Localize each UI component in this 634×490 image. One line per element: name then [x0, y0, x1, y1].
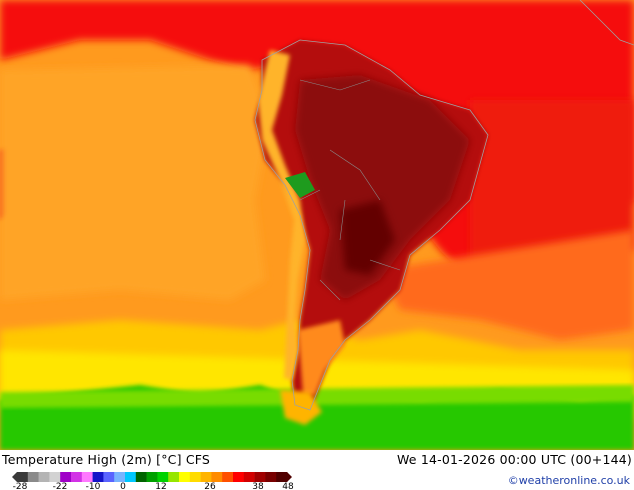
legend-swatch — [71, 472, 83, 482]
map-title: Temperature High (2m) [°C] CFS — [2, 452, 211, 467]
east-ocean-warm — [470, 100, 634, 260]
legend-tick-label: 12 — [155, 482, 167, 490]
map-footer: Temperature High (2m) [°C] CFS We 14-01-… — [0, 450, 634, 490]
legend-swatch — [17, 472, 29, 482]
north-america-coast — [579, 0, 634, 46]
color-legend — [12, 472, 292, 482]
south-atlantic-orange — [380, 230, 634, 340]
coastline — [254, 39, 489, 411]
tierra-del-fuego — [280, 390, 322, 425]
legend-swatch — [135, 472, 147, 482]
chaco-hot-core — [340, 200, 395, 275]
country-borders — [299, 79, 401, 301]
legend-swatch — [114, 472, 126, 482]
legend-tick-label: -28 — [12, 482, 28, 490]
legend-swatch — [200, 472, 212, 482]
legend-swatch — [265, 472, 277, 482]
legend-swatch — [103, 472, 115, 482]
legend-swatch — [276, 472, 288, 482]
legend-arrow-left — [12, 472, 17, 482]
legend-swatch — [189, 472, 201, 482]
map-datetime: We 14-01-2026 00:00 UTC (00+144) — [396, 452, 632, 467]
pacific-orange-zone — [0, 65, 270, 300]
legend-swatch — [49, 472, 61, 482]
temperature-map — [0, 0, 634, 450]
legend-swatch — [38, 472, 50, 482]
legend-swatch — [179, 472, 191, 482]
legend-tick-label: 0 — [120, 482, 126, 490]
legend-arrow-right — [287, 472, 292, 482]
legend-tick-label: -22 — [52, 482, 68, 490]
legend-swatch — [168, 472, 180, 482]
legend-swatch — [243, 472, 255, 482]
legend-tick-label: 26 — [204, 482, 216, 490]
legend-swatch — [233, 472, 245, 482]
legend-swatch — [92, 472, 104, 482]
legend-tick-label: 48 — [282, 482, 294, 490]
southern-lightgreen-band — [0, 385, 634, 408]
legend-tick-label: -10 — [85, 482, 101, 490]
andes-cool-strip — [258, 50, 305, 380]
legend-swatch — [60, 472, 72, 482]
legend-swatch — [211, 472, 223, 482]
interior-hot-zone — [295, 75, 470, 300]
legend-swatch — [81, 472, 93, 482]
legend-swatch — [222, 472, 234, 482]
patagonia-orange — [298, 320, 345, 395]
legend-swatch — [27, 472, 39, 482]
site-credit[interactable]: ©weatheronline.co.uk — [507, 474, 630, 487]
altiplano-green — [285, 172, 315, 198]
legend-swatch — [157, 472, 169, 482]
legend-tick-label: 38 — [252, 482, 264, 490]
legend-swatch — [125, 472, 137, 482]
legend-swatch — [146, 472, 158, 482]
legend-swatch — [254, 472, 266, 482]
